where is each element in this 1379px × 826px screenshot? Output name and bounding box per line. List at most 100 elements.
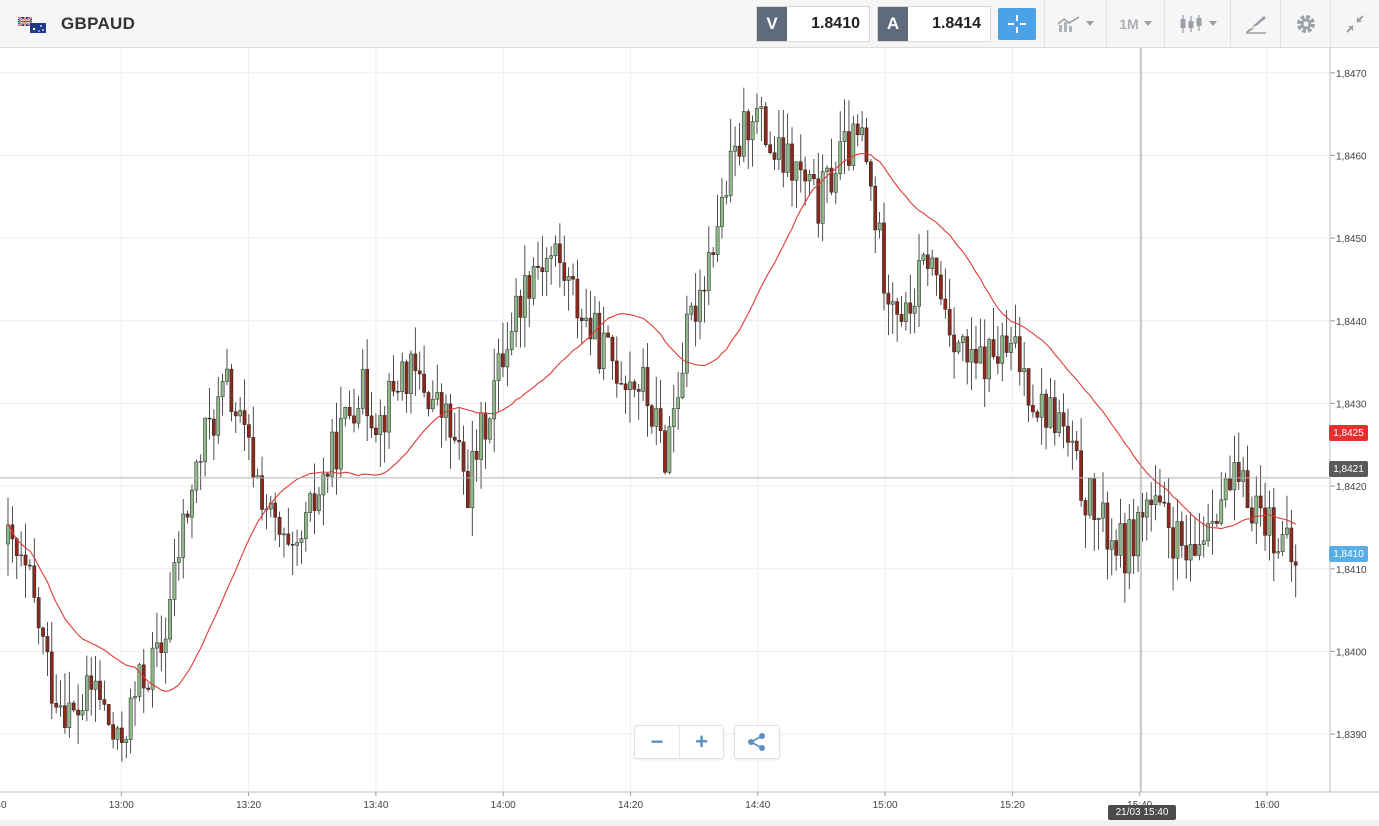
- bullish-candle: [961, 337, 964, 343]
- timeframe-select[interactable]: 1M: [1106, 0, 1164, 47]
- bullish-candle: [331, 432, 334, 476]
- bearish-candle: [812, 174, 815, 178]
- bearish-candle: [458, 440, 461, 442]
- collapse-button[interactable]: [1330, 0, 1379, 47]
- share-button[interactable]: [734, 725, 780, 759]
- bearish-candle: [1053, 398, 1056, 433]
- bearish-candle: [366, 369, 369, 415]
- settings-button[interactable]: [1280, 0, 1330, 47]
- bearish-candle: [611, 337, 614, 361]
- bearish-candle: [944, 299, 947, 309]
- bullish-candle: [825, 168, 828, 171]
- bearish-candle: [1290, 528, 1293, 562]
- bearish-candle: [615, 361, 618, 383]
- bearish-candle: [186, 514, 189, 517]
- bearish-candle: [1036, 412, 1039, 417]
- bearish-candle: [1106, 503, 1109, 549]
- bearish-candle: [352, 416, 355, 423]
- x-tick-label: 13:20: [236, 800, 261, 811]
- bearish-candle: [1115, 541, 1118, 556]
- bearish-candle: [650, 406, 653, 427]
- bullish-candle: [979, 347, 982, 363]
- timeframe-label: 1M: [1119, 16, 1138, 32]
- candlestick-chart-svg[interactable]: 1,8470 1,8460 1,8450 1,8440 1,8430 1,8420 1,84…: [0, 48, 1379, 826]
- buy-tag: A: [878, 7, 908, 41]
- bullish-candle: [628, 382, 631, 390]
- bearish-candle: [466, 471, 469, 507]
- bullish-candle: [878, 223, 881, 230]
- y-tick-label: 1,8450: [1336, 234, 1367, 245]
- bearish-candle: [76, 710, 79, 715]
- bullish-candle: [401, 362, 404, 392]
- indicators-button[interactable]: [1044, 0, 1106, 47]
- bullish-candle: [85, 676, 88, 711]
- bearish-candle: [37, 597, 40, 627]
- bullish-candle: [532, 266, 535, 298]
- bullish-candle: [1058, 413, 1061, 433]
- bearish-candle: [1080, 451, 1083, 501]
- bullish-candle: [239, 411, 242, 416]
- bullish-candle: [116, 728, 119, 739]
- x-tick-label: 16:00: [1254, 800, 1279, 811]
- bullish-candle: [1281, 534, 1284, 551]
- bearish-candle: [580, 318, 583, 321]
- bearish-candle: [865, 128, 868, 162]
- bearish-candle: [900, 314, 903, 321]
- bullish-candle: [567, 276, 570, 280]
- x-tick-label: 14:20: [618, 800, 643, 811]
- y-tick-label: 1,8470: [1336, 69, 1367, 80]
- bullish-candle: [1088, 479, 1091, 515]
- bullish-candle: [777, 138, 780, 160]
- x-tick-label: 15:00: [873, 800, 898, 811]
- bullish-candle: [843, 132, 846, 142]
- bearish-candle: [1018, 337, 1021, 372]
- x-tick-label: 13:00: [109, 800, 134, 811]
- x-tick-label: 12:40: [0, 800, 7, 811]
- bullish-candle: [221, 381, 224, 396]
- bullish-candle: [164, 639, 167, 653]
- bearish-candle: [624, 384, 627, 390]
- zoom-out-button[interactable]: −: [635, 726, 679, 758]
- bullish-candle: [970, 349, 973, 362]
- bearish-candle: [939, 275, 942, 299]
- bearish-candle: [396, 391, 399, 392]
- crosshair-button[interactable]: [998, 8, 1036, 40]
- bullish-candle: [681, 373, 684, 398]
- zoom-in-button[interactable]: +: [679, 726, 723, 758]
- bearish-candle: [1150, 500, 1153, 505]
- bullish-candle: [698, 290, 701, 321]
- bullish-candle: [199, 461, 202, 462]
- bullish-candle: [1268, 508, 1271, 536]
- bullish-candle: [642, 367, 645, 391]
- bullish-candle: [891, 302, 894, 305]
- bearish-candle: [291, 544, 294, 545]
- price-chart[interactable]: 1,8470 1,8460 1,8450 1,8440 1,8430 1,8420 1,84…: [0, 48, 1379, 826]
- bullish-candle: [497, 354, 500, 381]
- bearish-candle: [804, 170, 807, 181]
- bullish-candle: [1049, 398, 1052, 428]
- chart-type-icon: [1057, 15, 1081, 33]
- bearish-candle: [541, 268, 544, 272]
- bullish-candle: [1014, 337, 1017, 344]
- bullish-candle: [1040, 394, 1043, 417]
- buy-quote-button[interactable]: A 1.8414: [877, 6, 991, 42]
- candlestick-icon: [1178, 14, 1204, 34]
- bullish-candle: [1285, 528, 1288, 534]
- bullish-candle: [317, 495, 320, 511]
- bearish-candle: [252, 437, 255, 477]
- bullish-candle: [729, 151, 732, 195]
- sell-quote-button[interactable]: V 1.8410: [756, 6, 870, 42]
- bearish-candle: [1215, 521, 1218, 523]
- bullish-candle: [125, 740, 128, 743]
- bearish-candle: [55, 703, 58, 707]
- y-tick-label: 1,8420: [1336, 482, 1367, 493]
- draw-tools-button[interactable]: [1230, 0, 1280, 47]
- bearish-candle: [790, 144, 793, 180]
- chart-style-button[interactable]: [1164, 0, 1230, 47]
- bullish-candle: [834, 174, 837, 192]
- bullish-candle: [387, 381, 390, 432]
- bullish-candle: [808, 174, 811, 181]
- bearish-candle: [405, 362, 408, 394]
- bearish-candle: [1228, 479, 1231, 490]
- bearish-candle: [896, 302, 899, 315]
